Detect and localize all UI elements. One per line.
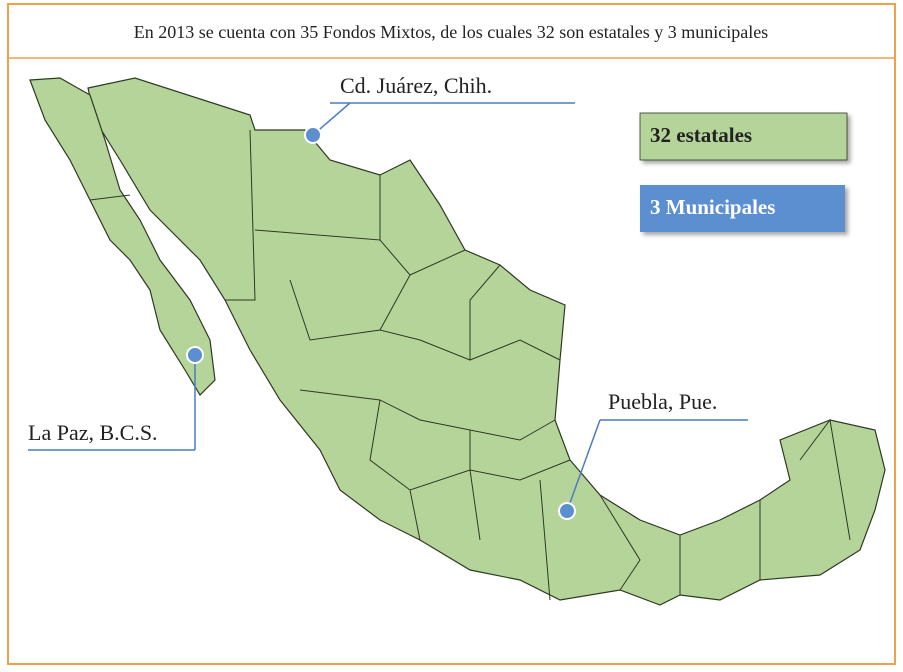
state-borders (89, 129, 851, 601)
legend-label: 32 estatales (650, 123, 752, 147)
legend: 32 estatales 3 Municipales (639, 112, 848, 232)
legend-box (640, 185, 845, 232)
mainland (87, 77, 886, 606)
frame (7, 3, 896, 665)
location-marker (304, 126, 322, 144)
location-label: Puebla, Pue. (608, 389, 717, 414)
location-label: La Paz, B.C.S. (28, 420, 158, 445)
location-marker (186, 346, 204, 364)
location-marker (558, 502, 576, 520)
legend-label: 3 Municipales (650, 195, 775, 219)
baja-california (29, 77, 216, 396)
leader-line (566, 419, 601, 512)
locations: Cd. Juárez, Chih. La Paz, B.C.S. Puebla,… (28, 73, 748, 520)
title: En 2013 se cuenta con 35 Fondos Mixtos, … (134, 22, 768, 42)
map (29, 77, 886, 606)
location-label: Cd. Juárez, Chih. (340, 73, 492, 98)
legend-box (639, 112, 848, 161)
